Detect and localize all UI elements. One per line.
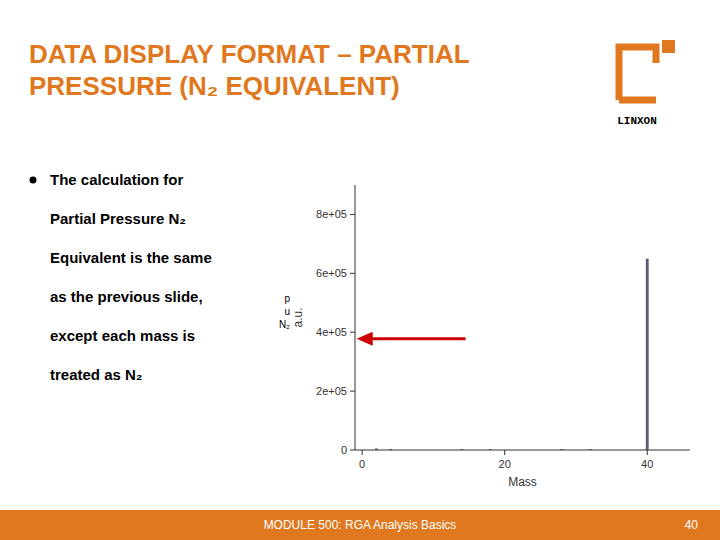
y-axis-label: a.u.: [291, 307, 305, 327]
side-annotation-line: p: [284, 293, 290, 304]
y-tick-label: 4e+05: [316, 326, 347, 338]
bars: [375, 259, 649, 450]
y-tick: [350, 214, 355, 215]
x-tick-label: 0: [359, 458, 365, 470]
logo-text: LINXON: [617, 115, 657, 127]
x-axis: [355, 450, 690, 451]
y-tick-label: 0: [341, 444, 347, 456]
logo-bracket: [619, 47, 656, 100]
y-tick: [350, 391, 355, 392]
x-tick-label: 40: [641, 458, 653, 470]
x-tick: [504, 450, 505, 455]
canvas: The calculation for Partial Pressure N₂ Eq…: [0, 0, 720, 540]
y-tick-label: 2e+05: [316, 385, 347, 397]
bullet-text: Partial Pressure N₂: [50, 210, 186, 227]
slide: DATA DISPLAY FORMAT – PARTIAL PRESSURE (…: [0, 0, 720, 540]
y-axis: [355, 185, 356, 450]
footer-bar: [0, 510, 720, 540]
bullet-text: The calculation for: [50, 171, 184, 188]
x-tick: [647, 450, 648, 455]
bullet: [30, 177, 37, 184]
y-tick-label: 6e+05: [316, 267, 347, 279]
arrow-shaft: [371, 337, 466, 340]
footer-text: MODULE 500: RGA Analysis Basics: [264, 518, 457, 532]
bar: [646, 259, 649, 450]
y-tick: [350, 273, 355, 274]
title: DATA DISPLAY FORMAT – PARTIAL PRESSURE (…: [29, 38, 589, 102]
x-tick: [362, 450, 363, 455]
logo-square: [662, 40, 675, 53]
bullet-text: as the previous slide,: [50, 288, 203, 305]
x-tick-label: 20: [499, 458, 511, 470]
x-axis-label: Mass: [508, 475, 537, 489]
y-tick-label: 8e+05: [316, 208, 347, 220]
side-annotation-line: u: [284, 306, 290, 317]
side-annotation-line: N₂: [279, 319, 290, 330]
plot-area: [355, 185, 690, 450]
footer-page: 40: [685, 518, 699, 532]
plot: 0 20 40 0 2e+05 4e+05 6e+05 8e+05: [316, 185, 690, 470]
y-tick: [350, 450, 355, 451]
y-tick: [350, 332, 355, 333]
side-annotation: pu N₂: [279, 293, 291, 330]
bullet-text: Equivalent is the same: [50, 249, 212, 266]
bullet-text: treated as N₂: [50, 366, 143, 383]
logo: [619, 47, 656, 100]
arrow-head: [357, 332, 373, 346]
bullet-text: except each mass is: [50, 327, 195, 344]
